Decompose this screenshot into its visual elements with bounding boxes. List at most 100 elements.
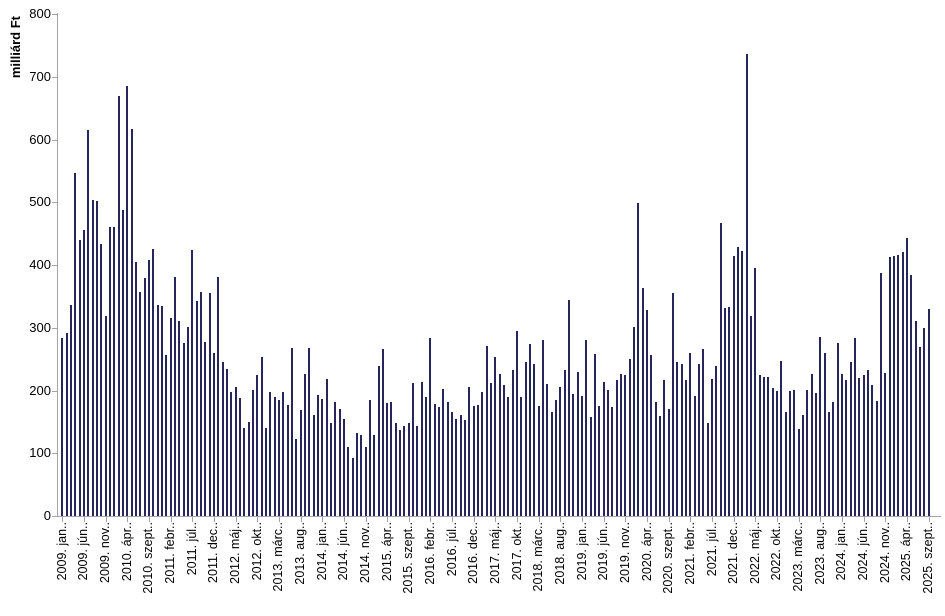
- bar: [879, 272, 882, 516]
- y-tick-label: 300: [29, 319, 51, 335]
- x-tick-label-text: 2012. máj..: [228, 522, 243, 584]
- bar: [776, 391, 778, 516]
- bar: [858, 377, 861, 516]
- bar: [685, 379, 688, 516]
- bar: [832, 402, 835, 516]
- bar: [169, 317, 172, 516]
- bar: [654, 401, 657, 516]
- bar: [351, 457, 354, 516]
- bar: [663, 379, 666, 516]
- x-tick-label-text: 2020. ápr..: [639, 522, 654, 582]
- bar: [464, 419, 467, 516]
- bar: [243, 428, 246, 516]
- bar: [160, 305, 163, 516]
- bar: [706, 422, 709, 516]
- bar: [303, 373, 306, 516]
- x-tick-mark: [430, 517, 432, 522]
- bar: [277, 399, 280, 516]
- bar: [827, 412, 830, 516]
- bar: [814, 393, 817, 516]
- x-tick-label-text: 2023. aug..: [812, 522, 827, 585]
- bar: [69, 304, 72, 516]
- bar: [143, 278, 146, 516]
- bar: [797, 429, 800, 516]
- x-axis: [57, 516, 941, 517]
- bar: [199, 291, 202, 516]
- bar: [819, 337, 822, 516]
- bar: [607, 389, 610, 516]
- bar: [368, 399, 371, 516]
- bar: [576, 372, 579, 516]
- x-tick-mark: [192, 517, 194, 522]
- x-tick-mark: [105, 517, 107, 522]
- bar: [693, 396, 696, 516]
- x-tick-label-text: 2014. jún..: [336, 522, 351, 581]
- bar: [659, 416, 662, 516]
- x-tick-label-text: 2019. nov..: [617, 522, 632, 583]
- x-tick-mark: [278, 517, 280, 522]
- y-tick-label: 800: [29, 6, 51, 21]
- y-tick-mark: [52, 453, 57, 455]
- bar: [65, 333, 68, 516]
- bar: [182, 343, 185, 516]
- x-tick-mark: [127, 517, 129, 522]
- bar: [572, 394, 575, 516]
- bar: [888, 257, 891, 516]
- bar: [741, 250, 744, 516]
- bar: [321, 399, 324, 516]
- bar: [269, 391, 272, 516]
- x-tick-label-text: 2014. jan..: [314, 522, 329, 581]
- bar: [386, 403, 389, 516]
- bar: [61, 338, 64, 516]
- bar: [737, 247, 739, 516]
- x-tick-label-text: 2023. márc..: [791, 522, 806, 592]
- x-tick-mark: [755, 517, 757, 522]
- x-tick-mark: [408, 517, 410, 522]
- bar: [342, 419, 345, 516]
- bar: [780, 361, 783, 516]
- x-tick-mark: [712, 517, 714, 522]
- bar: [615, 379, 618, 516]
- bar: [325, 378, 328, 516]
- bar: [234, 386, 237, 516]
- x-tick-label-text: 2010. szept..: [141, 522, 156, 594]
- bar: [750, 315, 752, 516]
- x-tick-mark: [647, 517, 649, 522]
- bar: [455, 419, 458, 516]
- bar: [793, 389, 796, 516]
- bar: [594, 354, 597, 516]
- x-tick-mark: [300, 517, 302, 522]
- bar: [173, 276, 176, 516]
- bar: [672, 293, 675, 516]
- x-tick-mark: [733, 517, 735, 522]
- bar: [425, 397, 428, 516]
- bar: [719, 222, 722, 516]
- bar: [763, 377, 765, 516]
- bar: [559, 386, 562, 516]
- bar: [849, 362, 852, 516]
- x-tick-label-text: 2018. márc..: [531, 522, 546, 592]
- x-tick-mark: [798, 517, 800, 522]
- bar: [472, 406, 475, 516]
- bar: [728, 307, 731, 516]
- bar: [923, 327, 926, 516]
- x-tick-label-text: 2022. máj..: [747, 522, 762, 584]
- x-tick-label-text: 2019. jan..: [574, 522, 589, 581]
- x-tick-mark: [560, 517, 562, 522]
- x-tick-mark: [863, 517, 865, 522]
- bar: [360, 435, 363, 516]
- x-tick-mark: [690, 517, 692, 522]
- bar: [767, 376, 770, 516]
- bar: [446, 402, 449, 516]
- y-tick-label: 600: [29, 131, 51, 147]
- bar: [139, 291, 142, 516]
- x-tick-mark: [365, 517, 367, 522]
- bar: [897, 254, 900, 516]
- bar: [195, 301, 198, 516]
- bar: [221, 361, 224, 516]
- x-tick-mark: [387, 517, 389, 522]
- bar: [581, 396, 584, 516]
- y-tick-label: 700: [29, 68, 51, 84]
- bar: [178, 321, 181, 516]
